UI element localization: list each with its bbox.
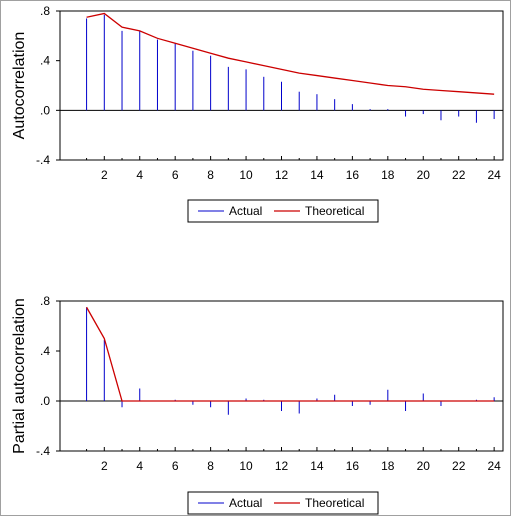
plot-area-1 (59, 10, 504, 161)
x-tick-label: 20 (417, 459, 431, 473)
legend-actual-label: Actual (229, 204, 262, 218)
x-tick-label: 20 (417, 168, 431, 182)
y-tick-label: -.4 (36, 153, 50, 167)
y-axis-title: Autocorrelation (11, 32, 28, 140)
x-tick-label: 12 (275, 459, 289, 473)
legend-theoretical-label: Theoretical (305, 204, 364, 218)
x-tick-label: 24 (487, 168, 501, 182)
x-tick-label: 4 (136, 168, 143, 182)
theoretical-line (86, 12, 495, 95)
y-tick-label: .0 (40, 103, 50, 117)
x-tick-label: 10 (239, 459, 253, 473)
theoretical-line (86, 306, 495, 402)
y-tick-label: .4 (40, 344, 50, 358)
y-tick-label: .8 (40, 294, 50, 308)
y-tick-label: .0 (40, 394, 50, 408)
x-tick-label: 14 (310, 459, 324, 473)
x-tick-label: 16 (346, 168, 360, 182)
x-tick-label: 10 (239, 168, 253, 182)
y-axis-title: Partial autocorrelation (11, 298, 28, 454)
y-tick-label: -.4 (36, 444, 50, 458)
x-tick-label: 22 (452, 459, 466, 473)
x-tick-label: 14 (310, 168, 324, 182)
y-tick-label: .8 (40, 4, 50, 18)
x-tick-label: 4 (136, 459, 143, 473)
x-tick-label: 6 (172, 459, 179, 473)
x-tick-label: 22 (452, 168, 466, 182)
x-tick-label: 2 (101, 168, 108, 182)
x-tick-label: 18 (381, 168, 395, 182)
x-tick-label: 8 (207, 168, 214, 182)
x-tick-label: 24 (487, 459, 501, 473)
x-tick-label: 2 (101, 459, 108, 473)
legend-theoretical-label: Theoretical (305, 496, 364, 510)
x-tick-label: 12 (275, 168, 289, 182)
y-tick-label: .4 (40, 54, 50, 68)
x-tick-label: 18 (381, 459, 395, 473)
plot-area-2 (59, 300, 504, 452)
x-tick-label: 8 (207, 459, 214, 473)
x-tick-label: 16 (346, 459, 360, 473)
legend-actual-label: Actual (229, 496, 262, 510)
x-tick-label: 6 (172, 168, 179, 182)
